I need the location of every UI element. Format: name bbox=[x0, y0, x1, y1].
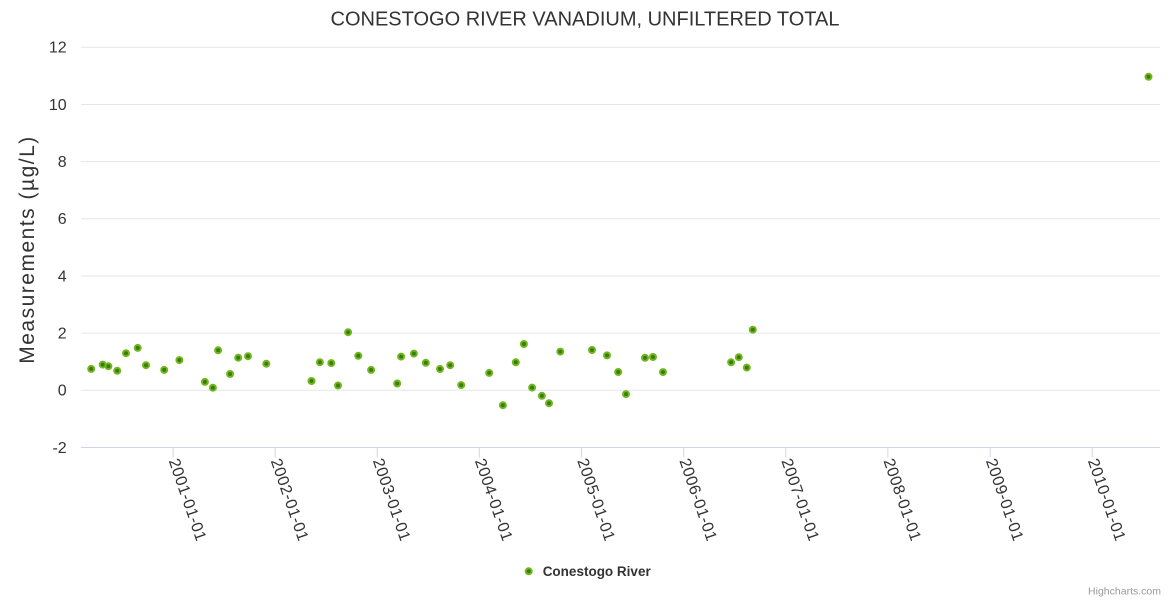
svg-text:CONESTOGO RIVER VANADIUM, UNFI: CONESTOGO RIVER VANADIUM, UNFILTERED TOT… bbox=[331, 8, 840, 30]
svg-text:Highcharts.com: Highcharts.com bbox=[1088, 586, 1161, 598]
svg-text:8: 8 bbox=[58, 154, 67, 171]
svg-text:0: 0 bbox=[58, 383, 67, 400]
svg-text:10: 10 bbox=[49, 97, 67, 114]
svg-text:6: 6 bbox=[58, 211, 67, 228]
svg-text:4: 4 bbox=[58, 268, 67, 285]
svg-text:Conestogo River: Conestogo River bbox=[543, 564, 652, 579]
svg-text:-2: -2 bbox=[52, 440, 66, 457]
svg-text:12: 12 bbox=[49, 40, 67, 57]
svg-text:Measurements (µg/L): Measurements (µg/L) bbox=[16, 135, 39, 364]
svg-text:2: 2 bbox=[58, 325, 67, 342]
